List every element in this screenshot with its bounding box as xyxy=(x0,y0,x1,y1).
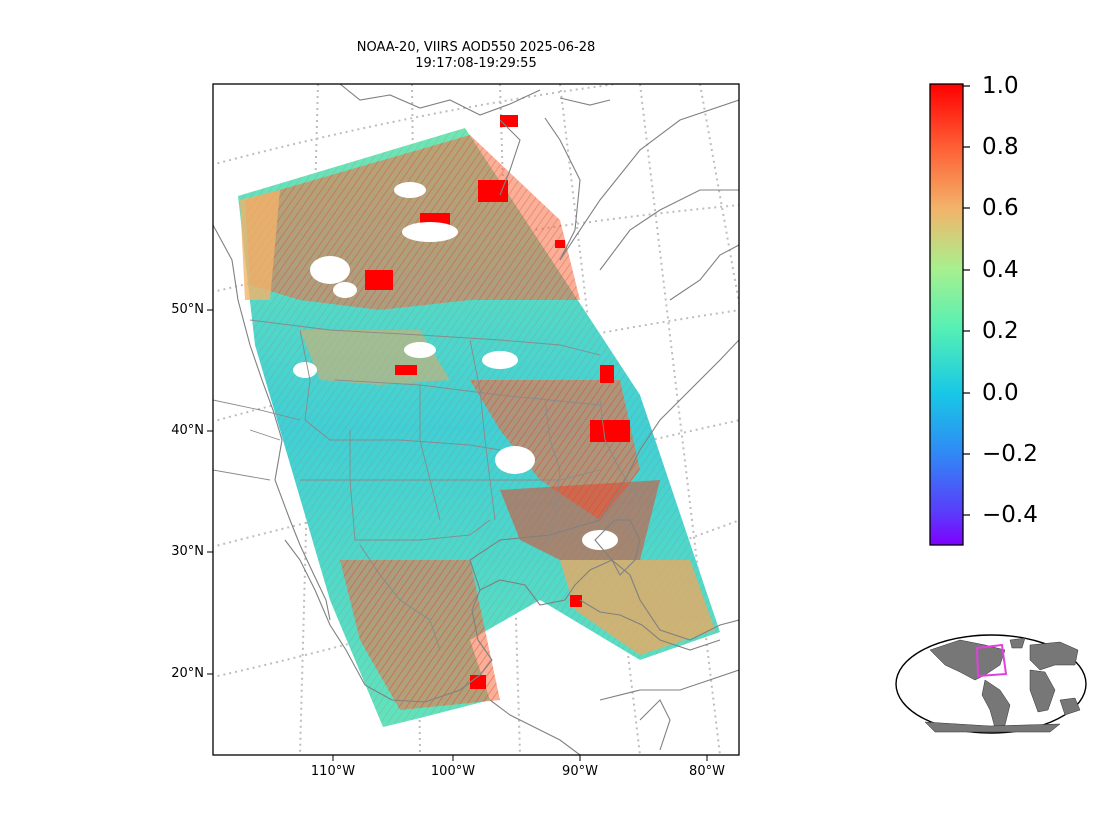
colorbar-tick-label: −0.4 xyxy=(982,502,1038,528)
state-borders xyxy=(213,319,641,651)
map-axis-ticks xyxy=(207,309,708,761)
colorbar-tick-label: 0.6 xyxy=(982,195,1019,221)
lat-label-40n: 40°N xyxy=(171,423,204,438)
title-line-2: 19:17:08-19:29:55 xyxy=(415,56,537,71)
globe-locator-icon xyxy=(895,634,1087,734)
lon-label-100w: 100°W xyxy=(430,764,476,779)
aod-swath xyxy=(238,115,720,727)
colorbar-tick-label: 0.2 xyxy=(982,318,1019,344)
colorbar-tick-label: 0.8 xyxy=(982,134,1019,160)
coastlines xyxy=(213,84,739,755)
lat-label-30n: 30°N xyxy=(171,544,204,559)
colorbar xyxy=(929,83,970,546)
colorbar-tick-label: −0.2 xyxy=(982,441,1038,467)
lon-label-80w: 80°W xyxy=(689,764,725,779)
lon-label-110w: 110°W xyxy=(310,764,356,779)
lat-label-20n: 20°N xyxy=(171,666,204,681)
colorbar-ticks xyxy=(963,85,970,516)
title-line-1: NOAA-20, VIIRS AOD550 2025-06-28 xyxy=(356,40,596,55)
colorbar-tick-label: 0.4 xyxy=(982,257,1019,283)
lat-label-50n: 50°N xyxy=(171,302,204,317)
map-title: NOAA-20, VIIRS AOD550 2025-06-28 19:17:0… xyxy=(213,40,739,72)
map-frame xyxy=(212,83,740,756)
map-panel xyxy=(213,84,739,755)
lon-label-90w: 90°W xyxy=(562,764,598,779)
colorbar-tick-label: 1.0 xyxy=(982,73,1019,99)
colorbar-tick-label: 0.0 xyxy=(982,380,1019,406)
